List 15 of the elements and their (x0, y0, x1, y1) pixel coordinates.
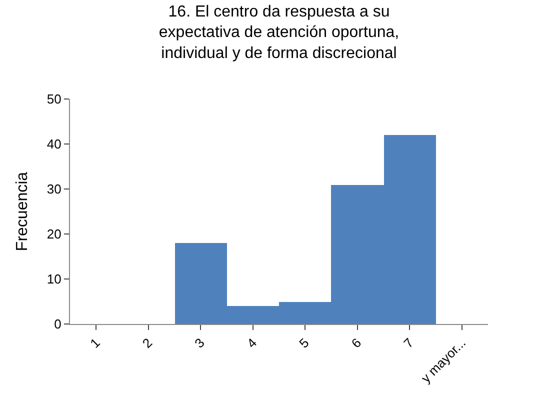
y-tick-label: 30 (46, 182, 62, 197)
x-tick-label: 4 (244, 335, 260, 351)
y-tick-label: 50 (46, 92, 62, 107)
x-tick-label: 6 (348, 335, 364, 351)
chart-title: 16. El centro da respuesta a su expectativa de atención oportuna, individual y de forma discrecional (158, 3, 400, 62)
x-tick-label: 3 (192, 335, 208, 351)
y-tick-label: 20 (46, 226, 62, 242)
y-axis-title: Frecuencia (14, 172, 31, 252)
x-tick-label: 1 (87, 335, 103, 351)
x-tick-label: 5 (296, 335, 312, 351)
y-tick-label: 10 (46, 272, 62, 287)
y-tick-label: 0 (54, 316, 62, 332)
x-tick-label: 2 (139, 335, 156, 351)
x-tick-label: 7 (400, 335, 416, 351)
y-tick-label: 40 (46, 136, 62, 152)
